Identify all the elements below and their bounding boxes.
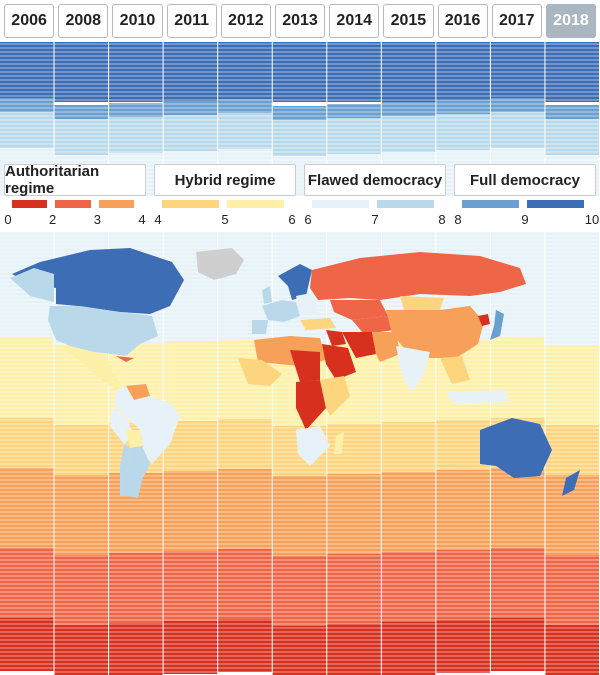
scandinavia xyxy=(278,264,312,300)
indonesia xyxy=(446,390,510,404)
southern-africa xyxy=(296,426,330,466)
world-map xyxy=(10,248,580,498)
scale-tick: 2 xyxy=(49,212,57,227)
scale-tick: 10 xyxy=(584,212,600,227)
alaska xyxy=(10,268,54,302)
usa xyxy=(48,306,158,356)
scale-swatch xyxy=(227,200,284,208)
brazil xyxy=(126,396,180,464)
year-tabs: 2006 2008 2010 2011 2012 2013 2014 2015 2016 2017… xyxy=(0,0,600,42)
year-tab-2018[interactable]: 2018 xyxy=(545,4,597,38)
east-africa xyxy=(320,376,350,416)
year-tab-2011[interactable]: 2011 xyxy=(166,4,217,38)
year-tab-2014[interactable]: 2014 xyxy=(329,4,380,38)
scale-swatch xyxy=(377,200,434,208)
year-tab-2016[interactable]: 2016 xyxy=(437,4,488,38)
central-america xyxy=(96,372,124,390)
year-tab-2008[interactable]: 2008 xyxy=(58,4,109,38)
scale-tick: 5 xyxy=(221,212,229,227)
madagascar xyxy=(334,432,344,454)
sahel xyxy=(290,350,320,382)
scale-swatch xyxy=(527,200,584,208)
uk xyxy=(262,286,272,304)
colombia xyxy=(114,386,134,416)
iran xyxy=(342,332,376,358)
legend-category-full-democracy: Full democracy xyxy=(454,164,596,196)
scale-tick: 4 xyxy=(154,212,162,227)
canada xyxy=(12,248,184,314)
eastern-europe xyxy=(296,292,318,316)
year-tab-2012[interactable]: 2012 xyxy=(220,4,271,38)
japan xyxy=(490,310,504,340)
scale-tick: 0 xyxy=(4,212,12,227)
scale-tick: 8 xyxy=(438,212,446,227)
scale-tick: 8 xyxy=(454,212,462,227)
scale-swatch xyxy=(55,200,91,208)
china xyxy=(386,306,484,358)
scale-swatch xyxy=(98,200,134,208)
turkey xyxy=(300,318,336,330)
scale-swatch xyxy=(462,200,519,208)
year-tab-2017[interactable]: 2017 xyxy=(491,4,542,38)
middle-east xyxy=(326,330,346,346)
scale-swatch xyxy=(312,200,369,208)
score-stripes-background xyxy=(0,42,600,675)
scale-swatch xyxy=(12,200,48,208)
india xyxy=(396,346,430,392)
kazakhstan xyxy=(330,300,388,320)
scale-tick: 3 xyxy=(93,212,101,227)
venezuela xyxy=(126,384,150,400)
russia xyxy=(310,252,526,300)
australia xyxy=(480,418,552,478)
greenland xyxy=(196,248,244,280)
west-africa xyxy=(238,358,282,386)
new-zealand xyxy=(562,470,580,496)
scale-swatch xyxy=(162,200,219,208)
iberia xyxy=(252,320,268,334)
scale-tick: 6 xyxy=(288,212,296,227)
central-asia xyxy=(352,316,394,334)
chile xyxy=(120,444,130,496)
southeast-asia xyxy=(440,356,470,384)
western-europe xyxy=(262,300,300,322)
year-tab-2013[interactable]: 2013 xyxy=(274,4,326,38)
scale-tick: 4 xyxy=(138,212,146,227)
year-tab-2006[interactable]: 2006 xyxy=(4,4,55,38)
legend-category-hybrid-regime: Hybrid regime xyxy=(154,164,296,196)
saudi-arabia xyxy=(322,344,356,380)
central-africa xyxy=(296,380,326,430)
argentina xyxy=(126,446,150,498)
year-tab-2015[interactable]: 2015 xyxy=(383,4,434,38)
scale-tick: 9 xyxy=(521,212,529,227)
score-scale: 0 2 3 4 4 5 6 6 7 8 8 9 10 xyxy=(0,196,600,232)
scale-tick: 6 xyxy=(304,212,312,227)
mexico xyxy=(60,344,112,376)
year-tab-2010[interactable]: 2010 xyxy=(112,4,163,38)
legend-category-flawed-democracy: Flawed democracy xyxy=(304,164,446,196)
bolivia xyxy=(126,430,142,448)
cuba xyxy=(116,356,134,362)
regime-legend: Authoritarian regime Hybrid regime Flawed … xyxy=(4,163,596,197)
mongolia xyxy=(400,296,444,310)
north-korea xyxy=(478,314,490,326)
legend-category-authoritarian-regime: Authoritarian regime xyxy=(4,163,146,197)
afghanistan-pakistan xyxy=(372,332,400,362)
scale-tick: 7 xyxy=(371,212,379,227)
